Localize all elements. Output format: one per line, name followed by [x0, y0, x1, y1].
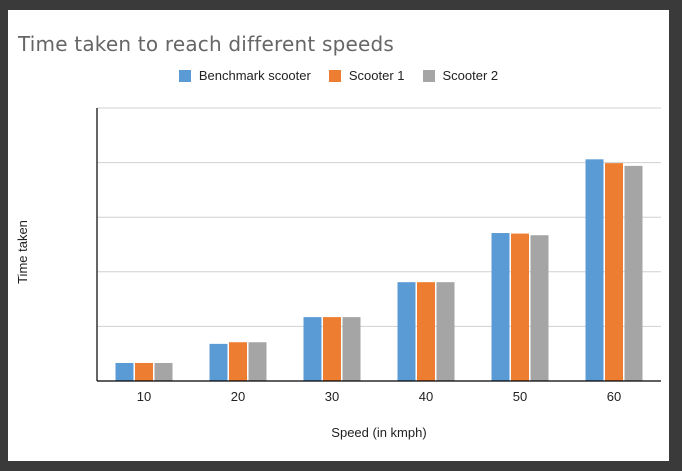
legend-swatch-scooter-2	[422, 69, 435, 82]
bar-scooter-1-40	[417, 282, 435, 381]
legend-item-benchmark: Benchmark scooter	[178, 68, 311, 83]
bar-scooter-2-50	[530, 235, 549, 381]
x-tick-label: 60	[607, 389, 621, 404]
x-tick-label: 30	[325, 389, 339, 404]
bar-scooter-2-20	[248, 342, 267, 381]
bar-scooter-2-40	[436, 282, 455, 381]
legend-label-benchmark: Benchmark scooter	[198, 68, 311, 83]
x-tick-label: 40	[419, 389, 433, 404]
chart-title: Time taken to reach different speeds	[18, 32, 395, 56]
bar-benchmark-scooter-20	[209, 343, 228, 381]
bar-scooter-2-10	[154, 362, 173, 381]
legend-item-scooter-1: Scooter 1	[328, 68, 405, 83]
x-axis-label: Speed (in kmph)	[331, 425, 426, 440]
bar-benchmark-scooter-10	[115, 362, 134, 381]
legend: Benchmark scooter Scooter 1 Scooter 2	[8, 68, 669, 83]
legend-item-scooter-2: Scooter 2	[422, 68, 499, 83]
bar-scooter-1-20	[229, 342, 247, 381]
bar-scooter-1-10	[135, 362, 153, 381]
bar-benchmark-scooter-60	[585, 159, 604, 381]
bar-chart: 10 20 30 40 50 60 Speed (in kmph) Time taken	[15, 107, 661, 440]
bar-benchmark-scooter-30	[303, 317, 322, 381]
legend-swatch-benchmark	[178, 69, 191, 82]
gridlines	[97, 107, 661, 327]
x-tick-label: 10	[137, 389, 151, 404]
axes	[96, 108, 661, 382]
chart-frame: Time taken to reach different speeds Ben…	[8, 10, 669, 461]
legend-label-scooter-1: Scooter 1	[348, 68, 405, 83]
bar-scooter-2-30	[342, 317, 361, 381]
bar-scooter-1-30	[323, 317, 341, 381]
bar-scooter-1-60	[605, 163, 623, 381]
bar-scooter-1-50	[511, 233, 529, 381]
legend-label-scooter-2: Scooter 2	[442, 68, 499, 83]
x-tick-label: 50	[513, 389, 527, 404]
x-tick-label: 20	[231, 389, 245, 404]
bar-benchmark-scooter-40	[397, 282, 416, 381]
bars: 10 20 30 40 50 60	[115, 159, 643, 404]
bar-benchmark-scooter-50	[491, 233, 510, 381]
bar-scooter-2-60	[624, 165, 643, 381]
legend-swatch-scooter-1	[328, 69, 341, 82]
y-axis-label: Time taken	[15, 220, 30, 284]
